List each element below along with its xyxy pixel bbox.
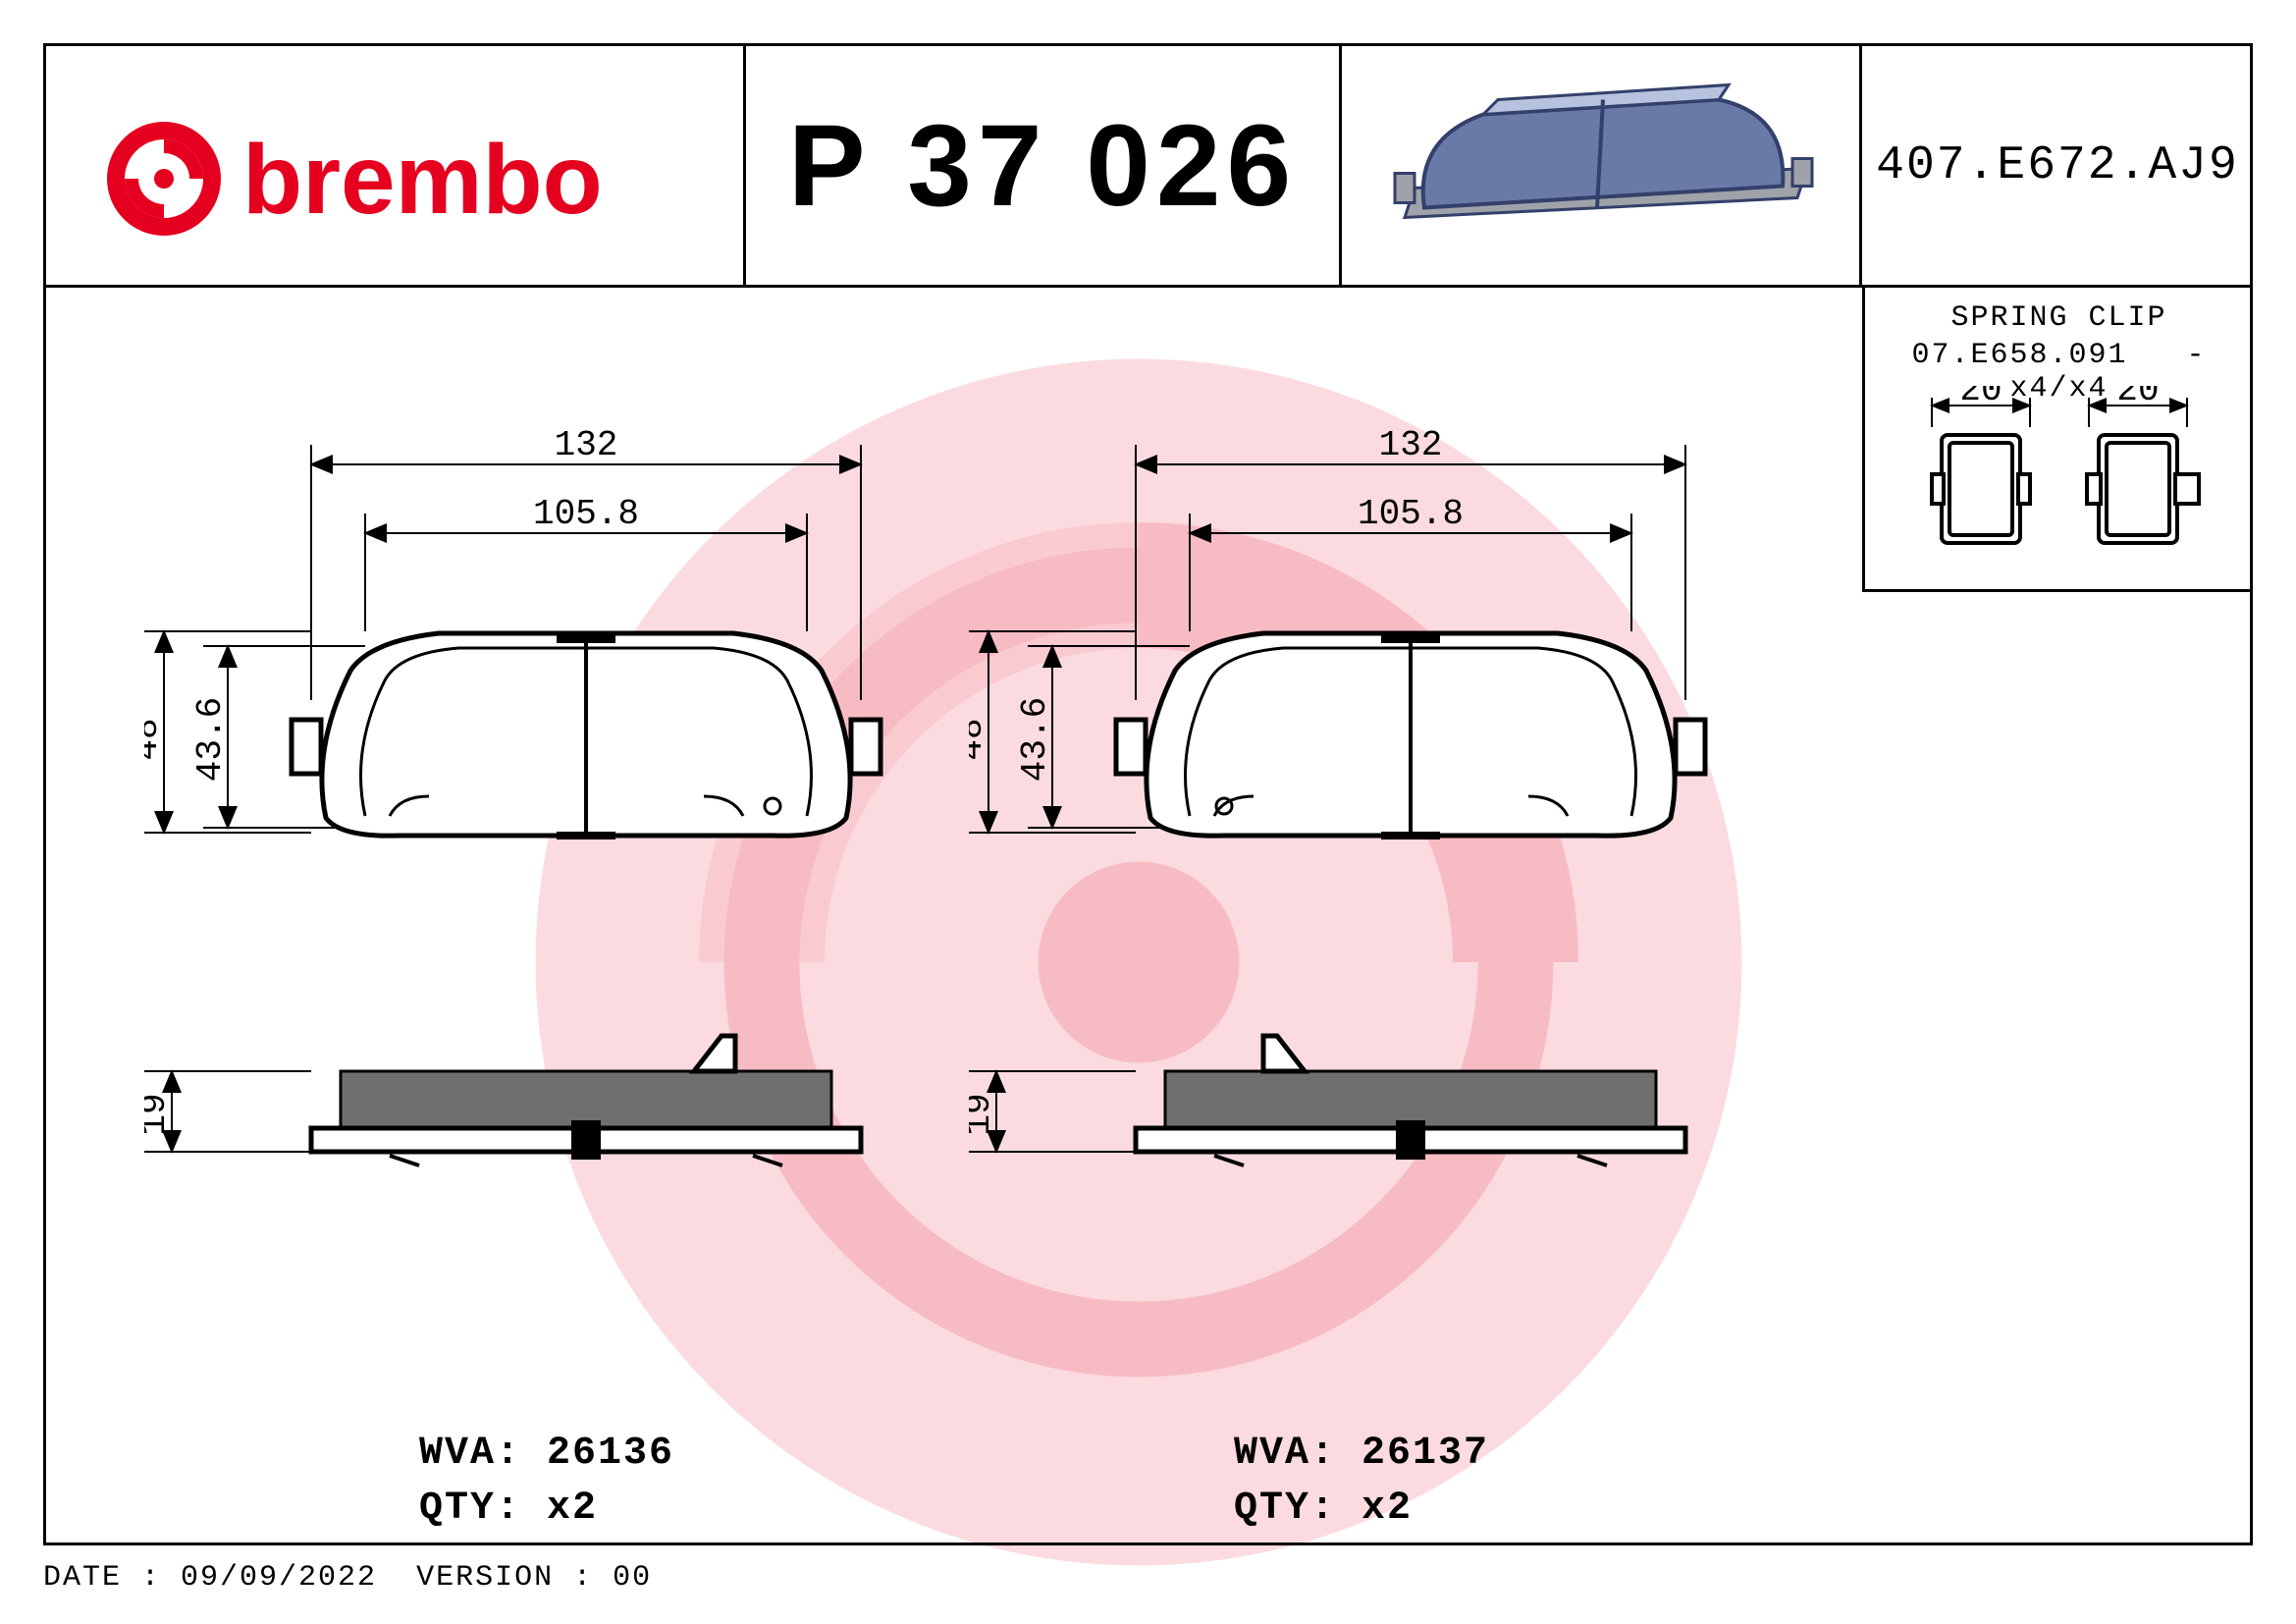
spring-clip-title: SPRING CLIP: [1865, 301, 2253, 335]
pad-right-width-overall: 132: [1379, 425, 1443, 465]
pad-right-thickness: 19: [969, 1093, 999, 1135]
wva-left-block: WVA: 26136 QTY: x2: [419, 1427, 674, 1537]
pad-left-thickness: 19: [144, 1093, 175, 1135]
header-part-cell: P 37 026: [743, 46, 1342, 288]
pad-right-height-overall: 48: [969, 718, 991, 760]
brembo-logo: brembo: [105, 115, 694, 243]
brembo-wordmark: brembo: [242, 125, 603, 235]
pad-right-height-friction: 43.6: [1015, 697, 1055, 782]
pad-left-height-overall: 48: [144, 718, 167, 760]
wva-left: 26136: [547, 1432, 674, 1476]
pad-right-group: 132 105.8 48 43.6: [969, 406, 1715, 1392]
wva-right-block: WVA: 26137 QTY: x2: [1234, 1427, 1489, 1537]
clip-dim-right: 20: [2116, 386, 2159, 410]
spring-clip-code-val: 07.E658.091: [1911, 339, 2127, 372]
header-logo-cell: brembo: [46, 46, 743, 288]
qty-left: x2: [547, 1487, 598, 1531]
main-drawing-area: 132 105.8 48 43.6: [46, 288, 1862, 1545]
pad-left-height-friction: 43.6: [190, 697, 231, 782]
footer: DATE : 09/09/2022 VERSION : 00: [43, 1561, 652, 1595]
pad-left-front: [292, 633, 881, 839]
part-number: P 37 026: [746, 46, 1339, 285]
spring-clip-drawing: 20 20: [1893, 386, 2226, 587]
page: brembo P 37 026: [0, 0, 2296, 1624]
drawing-code: 407.E672.AJ9: [1862, 46, 2253, 285]
pad-right-width-friction: 105.8: [1358, 494, 1464, 534]
wva-right: 26137: [1362, 1432, 1489, 1476]
pad-3d-render: [1375, 60, 1827, 271]
pad-left-side: 19: [144, 1036, 861, 1165]
spring-clip-panel: SPRING CLIP 07.E658.091 - x4/x4 20: [1862, 288, 2253, 592]
footer-version: 00: [613, 1561, 652, 1595]
pad-right-side: 19: [969, 1036, 1685, 1165]
pad-right-front: [1116, 633, 1705, 839]
pad-left-group: 132 105.8 48 43.6: [144, 406, 890, 1392]
drawing-frame: brembo P 37 026: [43, 43, 2253, 1545]
pad-left-width-friction: 105.8: [533, 494, 639, 534]
header-3d-cell: [1342, 46, 1862, 288]
header-code-cell: 407.E672.AJ9: [1862, 46, 2253, 288]
qty-right: x2: [1362, 1487, 1413, 1531]
footer-date: 09/09/2022: [181, 1561, 377, 1595]
pad-left-width-overall: 132: [555, 425, 618, 465]
clip-dim-left: 20: [1959, 386, 2002, 410]
